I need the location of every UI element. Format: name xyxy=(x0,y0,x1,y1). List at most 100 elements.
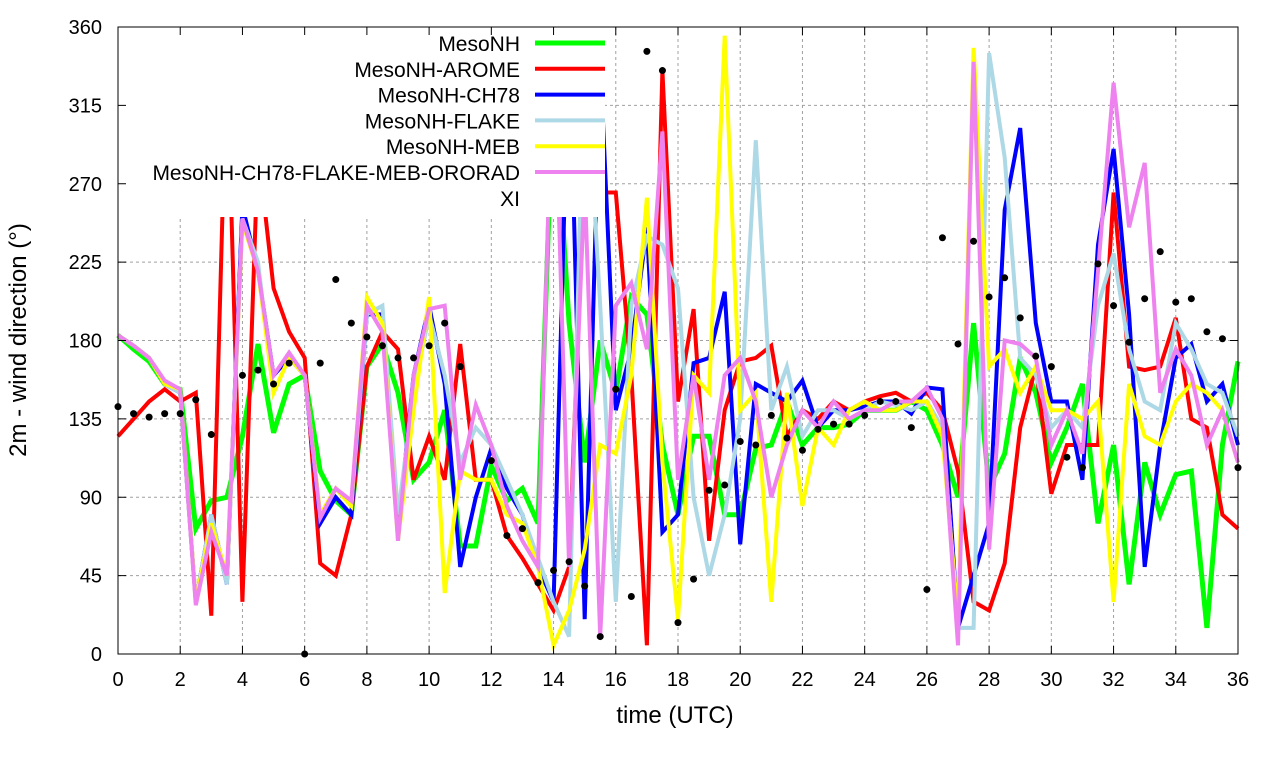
xi-point xyxy=(254,366,262,374)
xi-point xyxy=(487,457,495,465)
xi-point xyxy=(970,237,978,245)
xi-point xyxy=(923,586,931,594)
y-tick-label: 360 xyxy=(69,17,102,39)
xi-point xyxy=(410,354,418,362)
y-tick-label: 270 xyxy=(69,174,102,196)
xi-point xyxy=(207,431,215,439)
xi-point xyxy=(347,319,355,327)
x-tick-label: 2 xyxy=(175,669,186,691)
xi-point xyxy=(705,486,713,494)
xi-point xyxy=(176,410,184,418)
xi-points xyxy=(114,47,1242,658)
xi-point xyxy=(954,340,962,348)
xi-point xyxy=(441,319,449,327)
series-line-mesonh-ch78-flake-meb-ororad xyxy=(116,26,1240,646)
xi-point xyxy=(1110,302,1118,310)
xi-point xyxy=(612,385,620,393)
xi-point xyxy=(1016,314,1024,322)
xi-point xyxy=(861,411,869,419)
y-tick-label: 90 xyxy=(80,487,102,509)
xi-point xyxy=(130,410,138,418)
x-axis-label: time (UTC) xyxy=(616,702,733,729)
xi-point xyxy=(767,411,775,419)
xi-point xyxy=(1203,328,1211,336)
xi-point xyxy=(316,359,324,367)
xi-point xyxy=(270,380,278,388)
xi-point xyxy=(1218,335,1226,343)
xi-point xyxy=(876,397,884,405)
xi-point xyxy=(814,425,822,433)
xi-point xyxy=(1156,248,1164,256)
xi-point xyxy=(503,532,511,540)
y-axis-label: 2m - wind direction (°) xyxy=(5,223,32,457)
xi-point xyxy=(145,413,153,421)
legend-label: MesoNH-MEB xyxy=(386,136,520,159)
x-tick-label: 12 xyxy=(480,669,502,691)
x-tick-label: 26 xyxy=(916,669,938,691)
x-tick-label: 22 xyxy=(791,669,813,691)
x-tick-label: 0 xyxy=(112,669,123,691)
xi-point xyxy=(1187,295,1195,303)
xi-point xyxy=(1078,464,1086,472)
x-tick-label: 36 xyxy=(1227,669,1249,691)
x-tick-label: 14 xyxy=(542,669,564,691)
xi-point xyxy=(1141,295,1149,303)
legend-background xyxy=(100,27,605,217)
xi-point xyxy=(238,371,246,379)
x-tick-label: 4 xyxy=(237,669,248,691)
legend-label: MesoNH-FLAKE xyxy=(365,110,520,133)
xi-point xyxy=(565,558,573,566)
xi-point xyxy=(192,396,200,404)
x-tick-label: 6 xyxy=(299,669,310,691)
xi-point xyxy=(363,333,371,341)
x-tick-label: 24 xyxy=(854,669,876,691)
xi-point xyxy=(1047,363,1055,371)
xi-point xyxy=(783,434,791,442)
y-tick-label: 135 xyxy=(69,409,102,431)
x-tick-label: 8 xyxy=(361,669,372,691)
xi-point xyxy=(1172,298,1180,306)
x-tick-label: 28 xyxy=(978,669,1000,691)
xi-point xyxy=(285,359,293,367)
xi-point xyxy=(627,593,635,601)
xi-point xyxy=(798,446,806,454)
xi-point xyxy=(1094,260,1102,268)
y-tick-label: 225 xyxy=(69,252,102,274)
x-tick-label: 32 xyxy=(1102,669,1124,691)
y-tick-label: 180 xyxy=(69,331,102,353)
xi-point xyxy=(690,575,698,583)
legend: MesoNH MesoNH-AROME MesoNH-CH78MesoNH-FLAK… xyxy=(152,33,605,211)
y-tick-label: 0 xyxy=(91,644,102,666)
legend-label: MesoNH-AROME xyxy=(354,59,520,82)
x-tick-label: 16 xyxy=(605,669,627,691)
x-tick-label: 18 xyxy=(667,669,689,691)
xi-point xyxy=(1063,453,1071,461)
xi-point xyxy=(658,67,666,75)
xi-point xyxy=(907,424,915,432)
y-tick-label: 315 xyxy=(69,95,102,117)
x-tick-label: 34 xyxy=(1165,669,1187,691)
xi-point xyxy=(674,619,682,627)
xi-point xyxy=(581,582,589,590)
axis-ticks: 0 2 4 6 8 10 12 14 16 18 20 22 24 26 28 30 32 34 360459013… xyxy=(69,17,1250,691)
xi-point xyxy=(1125,338,1133,346)
xi-point xyxy=(892,397,900,405)
legend-label: MesoNH-CH78-FLAKE-MEB-ORORAD xyxy=(152,162,520,185)
xi-point xyxy=(1032,352,1040,360)
xi-point xyxy=(161,410,169,418)
xi-point xyxy=(456,363,464,371)
x-tick-label: 10 xyxy=(418,669,440,691)
xi-point xyxy=(534,579,542,587)
xi-point xyxy=(938,234,946,242)
series-line-mesonh-arome xyxy=(116,53,1240,646)
xi-point xyxy=(752,441,760,449)
xi-point xyxy=(985,293,993,301)
xi-point xyxy=(830,420,838,428)
xi-point xyxy=(736,438,744,446)
legend-label: XI xyxy=(500,188,520,211)
xi-point xyxy=(518,525,526,533)
y-tick-label: 45 xyxy=(80,566,102,588)
xi-point xyxy=(425,342,433,350)
xi-point xyxy=(1001,274,1009,282)
